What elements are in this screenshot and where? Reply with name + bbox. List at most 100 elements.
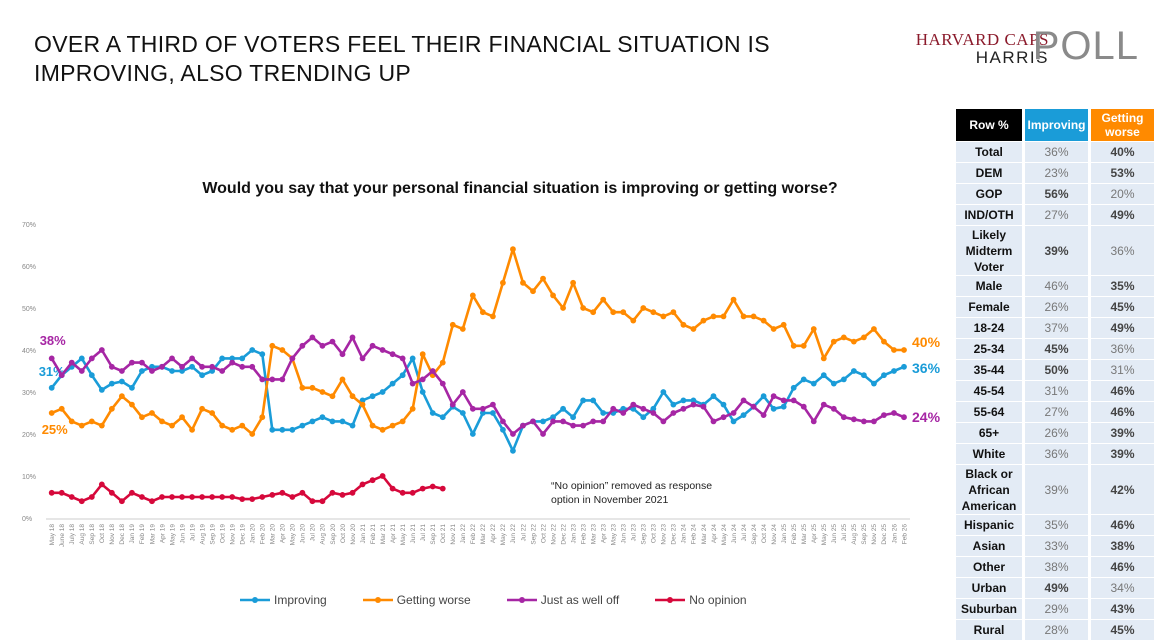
data-point-no-opinion: [209, 494, 216, 500]
data-point-getting-worse: [800, 342, 807, 349]
improving-value: 39%: [1025, 226, 1088, 275]
data-point-no-opinion: [219, 494, 226, 500]
data-point-improving: [660, 389, 667, 395]
data-point-improving: [840, 376, 847, 383]
improving-value: 26%: [1025, 297, 1088, 317]
data-point-just-as-well-off: [860, 418, 867, 425]
improving-value: 27%: [1025, 205, 1088, 225]
data-point-just-as-well-off: [149, 368, 155, 374]
data-point-just-as-well-off: [349, 334, 356, 341]
data-point-getting-worse: [209, 410, 216, 416]
data-point-improving: [770, 405, 777, 412]
row-label: 35-44: [956, 360, 1022, 380]
data-point-getting-worse: [299, 384, 306, 391]
improving-value: 23%: [1025, 163, 1088, 183]
page-title: OVER A THIRD OF VOTERS FEEL THEIR FINANC…: [34, 31, 770, 86]
worse-value: 36%: [1091, 226, 1154, 275]
data-point-improving: [429, 410, 436, 416]
data-point-just-as-well-off: [770, 393, 777, 400]
data-point-improving: [891, 368, 897, 374]
x-tick-label: Dec 25: [881, 524, 888, 545]
x-tick-label: Jan 23: [570, 524, 577, 544]
data-point-improving: [871, 380, 877, 387]
chart-title: Would you say that your personal financi…: [202, 180, 838, 197]
x-tick-label: Jun 19: [179, 524, 186, 544]
data-point-improving: [690, 397, 697, 404]
data-point-no-opinion: [179, 494, 185, 500]
worse-value: 46%: [1091, 381, 1154, 401]
x-tick-label: Aug 20: [320, 524, 327, 545]
table-row: Asian 33% 38%: [956, 536, 1154, 556]
data-point-just-as-well-off: [650, 410, 657, 416]
data-point-just-as-well-off: [600, 418, 607, 425]
line-chart: 0% 10% 20% 30% 40% 50% 60% 70% May 18 June 18 July…: [22, 222, 941, 547]
data-point-just-as-well-off: [379, 347, 386, 353]
data-point-improving: [800, 376, 807, 383]
x-tick-label: Jul 25: [841, 524, 848, 542]
x-tick-label: Mar 23: [590, 524, 597, 545]
data-point-getting-worse: [159, 418, 165, 425]
data-point-improving: [199, 372, 206, 379]
data-point-improving: [339, 418, 346, 425]
data-point-improving: [239, 355, 246, 362]
data-point-improving: [289, 426, 296, 433]
data-point-no-opinion: [439, 485, 446, 492]
data-point-improving: [820, 372, 827, 379]
x-tick-label: Sep 21: [430, 524, 437, 545]
x-tick-label: Dec 23: [671, 524, 678, 545]
data-point-just-as-well-off: [409, 380, 416, 387]
data-point-improving: [279, 426, 286, 433]
row-label: Asian: [956, 536, 1022, 556]
x-tick-label: Aug 18: [79, 524, 86, 545]
table-row: White 36% 39%: [956, 444, 1154, 464]
data-point-improving: [219, 355, 226, 362]
x-tick-label: Sep 19: [209, 524, 216, 545]
legend-marker-icon: [362, 597, 393, 603]
data-point-just-as-well-off: [760, 412, 767, 418]
data-point-just-as-well-off: [850, 416, 857, 423]
worse-value: 49%: [1091, 205, 1154, 225]
x-tick-label: Mar 21: [380, 524, 387, 545]
worse-value: 34%: [1091, 578, 1154, 598]
data-point-just-as-well-off: [189, 355, 195, 362]
data-point-improving: [299, 422, 306, 429]
data-point-improving: [389, 380, 396, 387]
x-tick-label: Jul 22: [520, 524, 527, 542]
data-point-just-as-well-off: [339, 351, 346, 358]
data-point-no-opinion: [78, 498, 85, 505]
data-point-getting-worse: [820, 355, 827, 362]
data-point-improving: [48, 384, 55, 391]
table-row: IND/OTH 27% 49%: [956, 205, 1154, 225]
data-point-improving: [510, 447, 516, 454]
data-point-just-as-well-off: [209, 363, 216, 370]
row-label: 65+: [956, 423, 1022, 443]
improving-value: 56%: [1025, 184, 1088, 204]
legend-label: Improving: [274, 593, 327, 607]
data-point-no-opinion: [88, 494, 95, 500]
data-point-just-as-well-off: [289, 355, 296, 362]
data-point-just-as-well-off: [780, 397, 787, 404]
data-point-getting-worse: [750, 313, 757, 320]
data-point-no-opinion: [329, 489, 336, 496]
worse-value: 20%: [1091, 184, 1154, 204]
x-tick-label: Oct 19: [219, 524, 226, 544]
data-point-no-opinion: [309, 498, 316, 505]
x-tick-label: Apr 22: [490, 524, 497, 544]
worse-value: 45%: [1091, 620, 1154, 640]
improving-value: 46%: [1025, 276, 1088, 296]
data-point-just-as-well-off: [259, 376, 266, 383]
data-point-just-as-well-off: [710, 418, 717, 425]
worse-value: 42%: [1091, 465, 1154, 514]
data-point-just-as-well-off: [740, 397, 747, 404]
data-point-getting-worse: [379, 426, 386, 433]
data-point-getting-worse: [840, 334, 847, 341]
x-tick-label: Nov 25: [871, 524, 878, 545]
x-tick-label: Oct 23: [651, 524, 658, 544]
data-point-just-as-well-off: [700, 403, 707, 410]
x-tick-label: May 25: [821, 524, 828, 546]
x-tick-label: Feb 24: [691, 524, 698, 545]
data-point-no-opinion: [279, 489, 286, 496]
data-point-just-as-well-off: [670, 410, 677, 416]
x-tick-label: Mar 25: [801, 524, 808, 545]
